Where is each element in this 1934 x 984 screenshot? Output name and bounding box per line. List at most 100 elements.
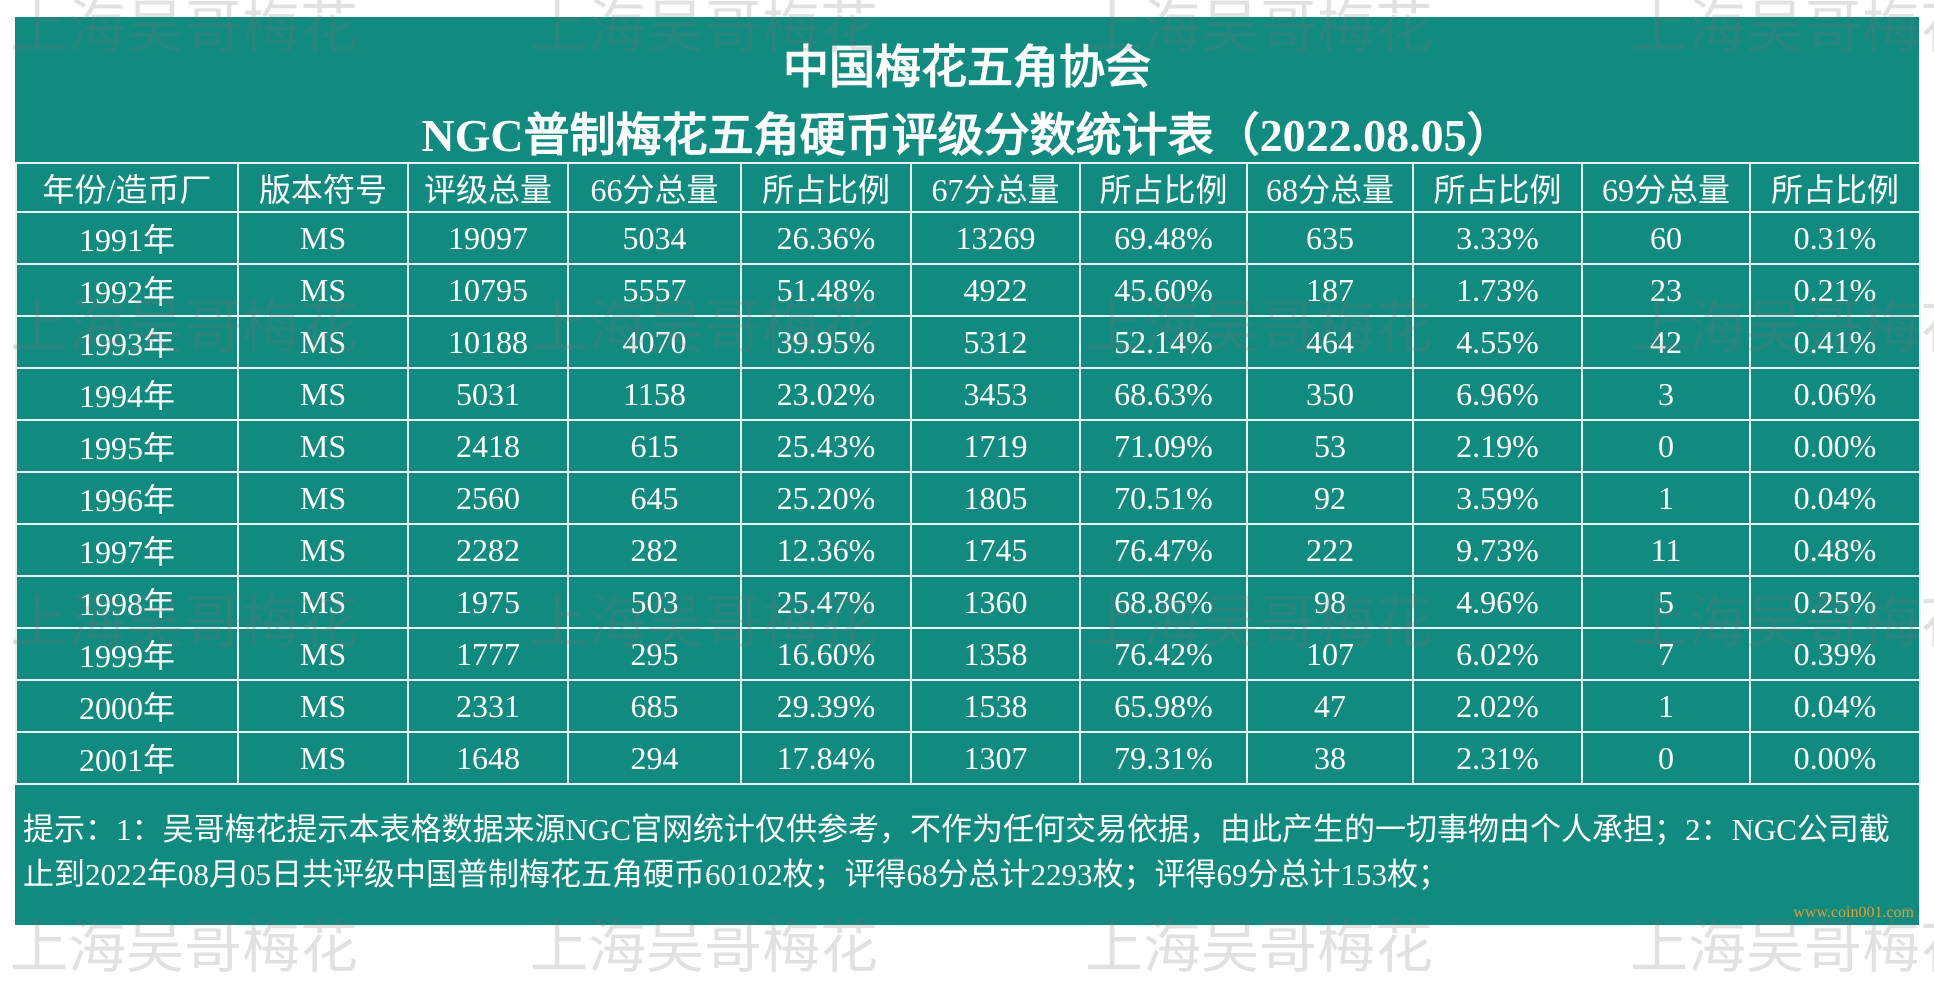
table-cell: 1995年 [16,420,238,472]
table-cell: 10188 [408,316,568,368]
column-header: 69分总量 [1582,163,1750,212]
table-cell: 68.86% [1080,576,1247,628]
title: 中国梅花五角协会 [15,31,1919,97]
table-cell: 2331 [408,680,568,732]
table-cell: 98 [1247,576,1413,628]
table-cell: 3 [1582,368,1750,420]
table-cell: 52.14% [1080,316,1247,368]
table-cell: 26.36% [741,212,911,264]
column-header: 所占比例 [1080,163,1247,212]
table-cell: 47 [1247,680,1413,732]
table-cell: 23.02% [741,368,911,420]
table-cell: 19097 [408,212,568,264]
column-header: 所占比例 [1750,163,1920,212]
table-cell: 464 [1247,316,1413,368]
column-header: 68分总量 [1247,163,1413,212]
table-cell: 0 [1582,420,1750,472]
table-cell: 4.96% [1413,576,1582,628]
table-cell: 1648 [408,732,568,784]
table-cell: 4.55% [1413,316,1582,368]
table-cell: 2000年 [16,680,238,732]
column-header: 所占比例 [1413,163,1582,212]
table-cell: 9.73% [1413,524,1582,576]
table-cell: 71.09% [1080,420,1247,472]
table-cell: 1360 [911,576,1080,628]
table-cell: 17.84% [741,732,911,784]
table-cell: 2560 [408,472,568,524]
table-cell: 1158 [568,368,741,420]
column-header: 评级总量 [408,163,568,212]
table-cell: 2282 [408,524,568,576]
table-cell: 2.02% [1413,680,1582,732]
table-cell: 79.31% [1080,732,1247,784]
table-cell: 0.00% [1750,732,1920,784]
table-cell: 187 [1247,264,1413,316]
table-cell: 1996年 [16,472,238,524]
subtitle: NGC普制梅花五角硬币评级分数统计表（2022.08.05） [15,99,1919,165]
table-cell: 0.25% [1750,576,1920,628]
table-cell: 350 [1247,368,1413,420]
table-cell: 1745 [911,524,1080,576]
table-cell: 294 [568,732,741,784]
table-cell: MS [238,368,408,420]
table-cell: MS [238,680,408,732]
table-cell: 1991年 [16,212,238,264]
table-cell: 4922 [911,264,1080,316]
column-header: 版本符号 [238,163,408,212]
table-cell: MS [238,524,408,576]
table-cell: 69.48% [1080,212,1247,264]
table-cell: 1358 [911,628,1080,680]
note: 提示：1：吴哥梅花提示本表格数据来源NGC官网统计仅供参考，不作为任何交易依据，… [23,807,1903,897]
table-cell: 1307 [911,732,1080,784]
table-cell: 13269 [911,212,1080,264]
table-cell: 1.73% [1413,264,1582,316]
table-cell: 282 [568,524,741,576]
table-cell: 0.00% [1750,420,1920,472]
table-cell: 0.41% [1750,316,1920,368]
table-cell: 0.39% [1750,628,1920,680]
table-cell: 4070 [568,316,741,368]
column-header: 67分总量 [911,163,1080,212]
table-cell: 5557 [568,264,741,316]
table-cell: 60 [1582,212,1750,264]
table-cell: 45.60% [1080,264,1247,316]
table-cell: 25.43% [741,420,911,472]
table-cell: 53 [1247,420,1413,472]
table-cell: 42 [1582,316,1750,368]
table-cell: 25.47% [741,576,911,628]
table-cell: 1992年 [16,264,238,316]
table-cell: 2.31% [1413,732,1582,784]
table-cell: 222 [1247,524,1413,576]
table-cell: 1997年 [16,524,238,576]
table-cell: 1 [1582,472,1750,524]
table-cell: MS [238,264,408,316]
page: 中国梅花五角协会 NGC普制梅花五角硬币评级分数统计表（2022.08.05） … [0,0,1934,944]
site-watermark: www.coin001.com [1793,904,1914,922]
table-cell: MS [238,732,408,784]
table-cell: 38 [1247,732,1413,784]
table-cell: 5031 [408,368,568,420]
table-cell: 3453 [911,368,1080,420]
table-cell: 29.39% [741,680,911,732]
table-cell: 70.51% [1080,472,1247,524]
table-cell: 0.31% [1750,212,1920,264]
table-cell: 0.06% [1750,368,1920,420]
table-cell: 92 [1247,472,1413,524]
table-cell: 0.04% [1750,472,1920,524]
table-cell: 76.47% [1080,524,1247,576]
table-cell: 1777 [408,628,568,680]
table-cell: 1538 [911,680,1080,732]
table-cell: 1719 [911,420,1080,472]
table-cell: 51.48% [741,264,911,316]
table-cell: 1993年 [16,316,238,368]
table-cell: 16.60% [741,628,911,680]
